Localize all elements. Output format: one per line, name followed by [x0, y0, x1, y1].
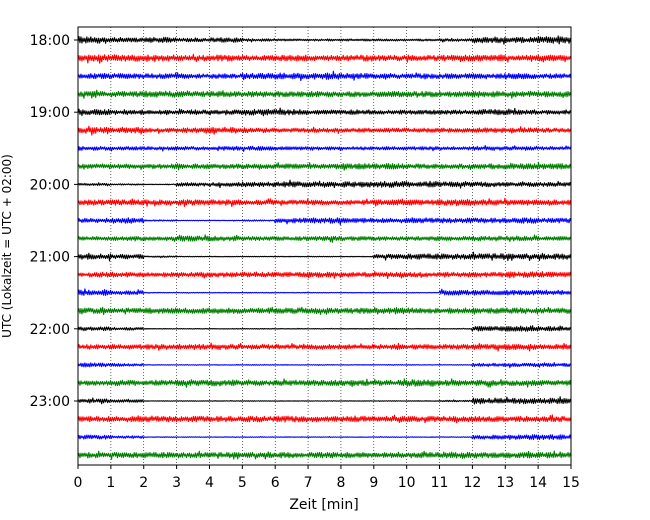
- x-axis-ticks: 0 1 2 3 4 5 6 7 8 9 10 11 12 13 14 15: [74, 465, 580, 491]
- trace-2030: [77, 217, 572, 226]
- x-tick-label: 4: [205, 475, 214, 491]
- x-tick-label: 6: [271, 475, 280, 491]
- y-axis-label: UTC (Lokalzeit = UTC + 02:00): [0, 154, 14, 338]
- trace-2200: [77, 325, 572, 332]
- trace-1815: [77, 53, 572, 64]
- y-axis-ticks: 18:00 19:00 20:00 21:00 22:00 23:00: [30, 33, 78, 410]
- x-tick-label: 8: [336, 475, 345, 491]
- x-tick-label: 9: [369, 475, 378, 491]
- y-tick-label: 21:00: [30, 250, 70, 266]
- y-tick-label: 22:00: [30, 322, 70, 338]
- x-tick-label: 10: [398, 475, 416, 491]
- x-tick-label: 3: [172, 475, 181, 491]
- trace-1915: [77, 125, 572, 136]
- trace-2215: [77, 342, 572, 352]
- trace-1845: [77, 89, 572, 99]
- x-tick-label: 5: [238, 475, 247, 491]
- y-tick-label: 23:00: [30, 394, 70, 410]
- y-tick-label: 19:00: [30, 105, 70, 121]
- x-tick-label: 12: [463, 475, 481, 491]
- trace-1830: [77, 70, 572, 82]
- x-tick-label: 7: [304, 475, 313, 491]
- trace-2045: [77, 234, 572, 243]
- seismic-traces: [77, 35, 572, 460]
- trace-2330: [77, 434, 572, 441]
- trace-2230: [77, 362, 572, 369]
- x-tick-label: 13: [496, 475, 514, 491]
- trace-1930: [77, 144, 572, 152]
- trace-2300: [77, 396, 572, 405]
- trace-2000: [77, 179, 572, 189]
- trace-2015: [77, 197, 572, 208]
- trace-2245: [77, 378, 572, 388]
- trace-2315: [77, 414, 572, 424]
- x-axis-label: Zeit [min]: [289, 497, 358, 513]
- y-tick-label: 20:00: [30, 177, 70, 193]
- x-tick-label: 1: [106, 475, 115, 491]
- trace-2100: [77, 251, 572, 262]
- x-tick-label: 14: [529, 475, 547, 491]
- trace-2145: [77, 306, 572, 316]
- plot-frame: [77, 26, 572, 466]
- x-tick-label: 0: [74, 475, 83, 491]
- trace-2345: [77, 450, 572, 460]
- trace-1945: [77, 161, 572, 171]
- trace-1900: [77, 107, 572, 117]
- y-tick-label: 18:00: [30, 33, 70, 49]
- vertical-grid: [110, 27, 539, 465]
- trace-2115: [77, 270, 572, 279]
- x-tick-label: 15: [562, 475, 580, 491]
- x-tick-label: 2: [139, 475, 148, 491]
- x-tick-label: 11: [431, 475, 449, 491]
- trace-2130: [77, 288, 572, 296]
- trace-1800: [77, 35, 572, 45]
